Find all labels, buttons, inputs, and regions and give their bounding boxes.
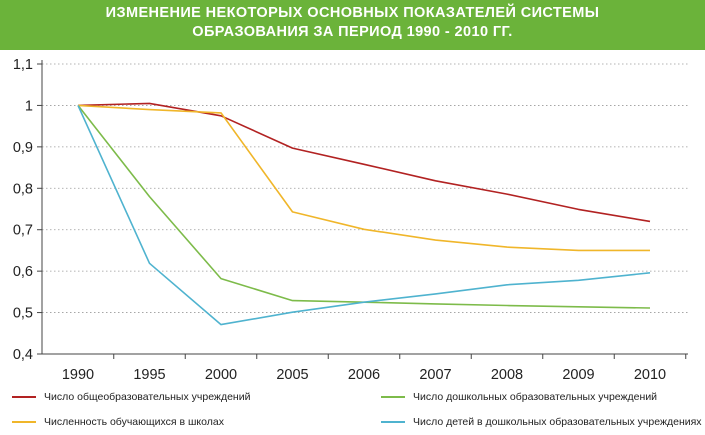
x-tick-label: 2010 xyxy=(634,367,666,383)
chart-legend: Число общеобразовательных учреждений Чис… xyxy=(0,385,705,435)
x-tick-label: 2000 xyxy=(205,367,237,383)
legend-label-preschool-children: Число детей в дошкольных образовательных… xyxy=(413,416,702,428)
legend-item-general-schools: Число общеобразовательных учреждений xyxy=(12,387,250,407)
chart-title-line-1: ИЗМЕНЕНИЕ НЕКОТОРЫХ ОСНОВНЫХ ПОКАЗАТЕЛЕЙ… xyxy=(105,5,600,21)
x-tick-label: 1990 xyxy=(62,367,94,383)
series-line-school-students xyxy=(77,104,650,252)
legend-label-preschool-institutions: Число дошкольных образовательных учрежде… xyxy=(413,391,658,403)
y-tick-label: 0,5 xyxy=(13,306,33,322)
legend-item-preschool-institutions: Число дошкольных образовательных учрежде… xyxy=(381,387,657,407)
y-tick-label: 0,6 xyxy=(13,264,33,280)
y-tick-label: 0,4 xyxy=(13,347,33,363)
legend-swatch-preschool-children xyxy=(381,421,405,423)
chart-title-line-2: ОБРАЗОВАНИЯ ЗА ПЕРИОД 1990 - 2010 ГГ. xyxy=(192,24,513,40)
x-tick-label: 2007 xyxy=(419,367,451,383)
legend-label-school-students: Численность обучающихся в школах xyxy=(44,416,224,428)
line-chart: 0,4 0,5 0,6 0,7 0,8 0,9 1 1,1 1990 1995 2000 2005 20… xyxy=(13,57,688,383)
chart-title-banner: ИЗМЕНЕНИЕ НЕКОТОРЫХ ОСНОВНЫХ ПОКАЗАТЕЛЕЙ… xyxy=(0,0,705,50)
x-tick-label: 2006 xyxy=(348,367,380,383)
series-line-general-schools xyxy=(77,102,651,223)
y-tick-label: 0,8 xyxy=(13,181,33,197)
series-line-preschool-children xyxy=(77,105,651,326)
x-tick-label: 2005 xyxy=(276,367,308,383)
y-tick-label: 0,7 xyxy=(13,223,33,239)
legend-swatch-school-students xyxy=(12,421,36,423)
y-tick-label: 1,1 xyxy=(13,57,33,73)
y-tick-label: 0,9 xyxy=(13,140,33,156)
legend-label-general-schools: Число общеобразовательных учреждений xyxy=(44,391,251,403)
x-tick-label: 2009 xyxy=(562,367,594,383)
legend-item-preschool-children: Число детей в дошкольных образовательных… xyxy=(381,412,702,432)
legend-swatch-preschool-institutions xyxy=(381,396,405,398)
x-tick-label: 1995 xyxy=(133,367,165,383)
x-tick-label: 2008 xyxy=(491,367,523,383)
y-tick-label: 1 xyxy=(25,98,33,114)
legend-item-school-students: Численность обучающихся в школах xyxy=(12,412,224,432)
legend-swatch-general-schools xyxy=(12,396,36,398)
